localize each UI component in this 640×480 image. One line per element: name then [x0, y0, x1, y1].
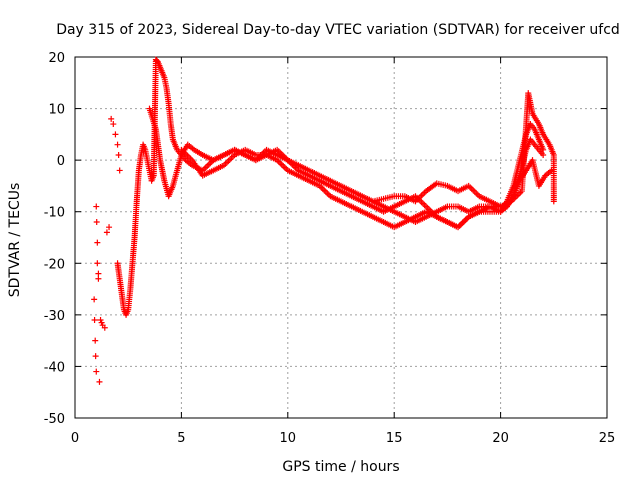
- data-point: [116, 167, 123, 174]
- data-point: [93, 368, 100, 375]
- data-points: [91, 56, 557, 385]
- series-track-D: [369, 90, 557, 210]
- data-point: [91, 296, 98, 303]
- data-point: [106, 224, 113, 231]
- data-point: [540, 151, 547, 158]
- data-point: [112, 131, 119, 138]
- data-point: [101, 324, 108, 331]
- data-point: [114, 141, 121, 148]
- x-tick-label: 10: [280, 431, 297, 446]
- series-track-C: [178, 146, 555, 231]
- data-point: [93, 203, 100, 210]
- y-tick-label: 0: [57, 154, 65, 169]
- series-early-scatter: [91, 115, 123, 385]
- data-point: [550, 198, 557, 205]
- y-tick-label: -40: [44, 360, 65, 375]
- data-point: [91, 317, 98, 324]
- y-tick-label: 10: [48, 103, 65, 118]
- y-tick-label: -30: [44, 309, 65, 324]
- x-tick-label: 20: [492, 431, 509, 446]
- x-tick-label: 15: [386, 431, 403, 446]
- data-point: [108, 115, 115, 122]
- data-point: [95, 275, 102, 282]
- data-point: [92, 337, 99, 344]
- y-tick-label: -50: [44, 412, 65, 427]
- data-point: [96, 378, 103, 385]
- axis-ticks: 0 5 10 15 20 25 -50 -40 -30 -20 -10 0 10 20: [44, 51, 616, 446]
- grid: [75, 57, 607, 418]
- y-tick-label: -20: [44, 257, 65, 272]
- y-tick-label: -10: [44, 206, 65, 221]
- data-point: [115, 151, 122, 158]
- data-point: [110, 121, 117, 128]
- data-point: [95, 270, 102, 277]
- data-point: [103, 229, 110, 236]
- data-point: [94, 239, 101, 246]
- data-point: [94, 260, 101, 267]
- y-axis-label: SDTVAR / TECUs: [7, 183, 23, 298]
- x-axis-label: GPS time / hours: [282, 459, 399, 475]
- series-track-A: [114, 56, 547, 318]
- x-tick-label: 5: [177, 431, 185, 446]
- x-tick-label: 0: [71, 431, 79, 446]
- data-point: [93, 219, 100, 226]
- data-point: [92, 353, 99, 360]
- chart-title: Day 315 of 2023, Sidereal Day-to-day VTE…: [56, 22, 620, 38]
- x-tick-label: 25: [599, 431, 616, 446]
- y-tick-label: 20: [48, 51, 65, 66]
- plot-frame: [74, 56, 608, 419]
